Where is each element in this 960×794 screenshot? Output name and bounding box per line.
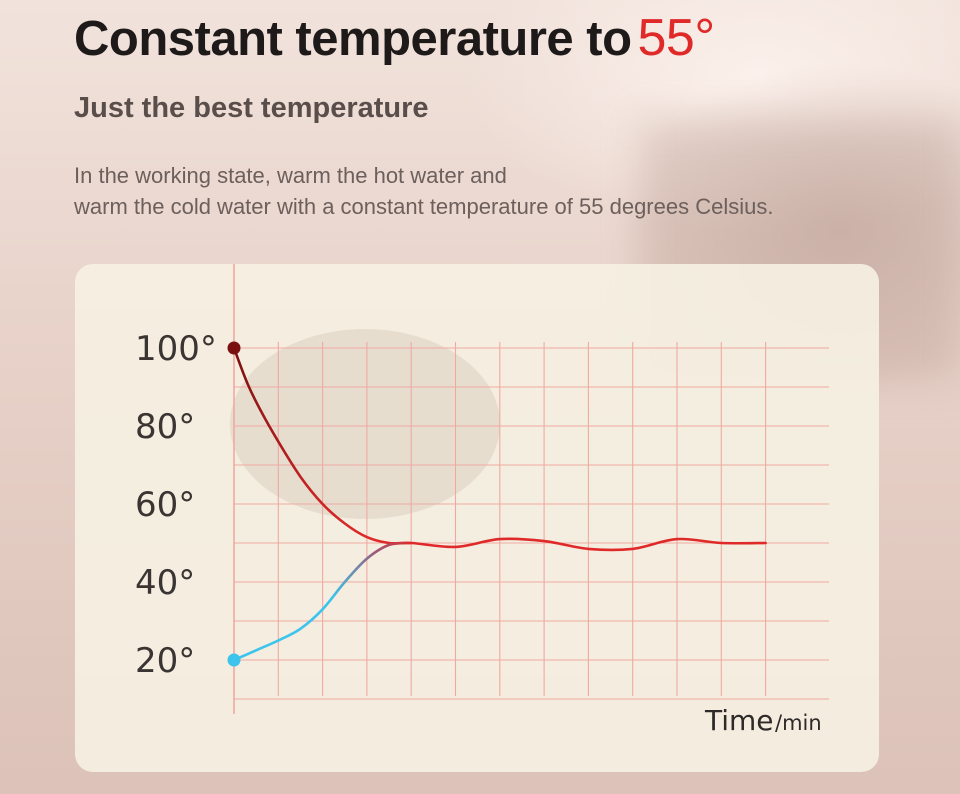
description: In the working state, warm the hot water…: [74, 160, 773, 222]
y-tick-label: 20°: [135, 641, 195, 681]
description-line-1: In the working state, warm the hot water…: [74, 163, 507, 188]
title-text: Constant temperature to: [74, 12, 632, 66]
page-subtitle: Just the best temperature: [74, 92, 429, 124]
chart-card: 100° 80° 60° 40° 20° Time/min: [75, 264, 879, 772]
background-blob: [230, 329, 500, 519]
y-tick-label: 80°: [135, 407, 195, 447]
y-tick-label: 40°: [135, 563, 195, 603]
hot-water-start-point: [227, 341, 241, 355]
page-title: Constant temperature to 55°: [74, 8, 715, 68]
x-axis-unit: /min: [775, 711, 822, 735]
cold-water-start-point: [227, 653, 241, 667]
x-axis-label: Time: [704, 704, 774, 737]
y-tick-label: 60°: [135, 485, 195, 525]
temperature-chart: 100° 80° 60° 40° 20° Time/min: [135, 264, 829, 737]
description-line-2: warm the cold water with a constant temp…: [74, 194, 774, 219]
cold-water-line: [232, 541, 413, 662]
title-temperature: 55°: [637, 9, 716, 67]
y-tick-label: 100°: [135, 329, 217, 369]
